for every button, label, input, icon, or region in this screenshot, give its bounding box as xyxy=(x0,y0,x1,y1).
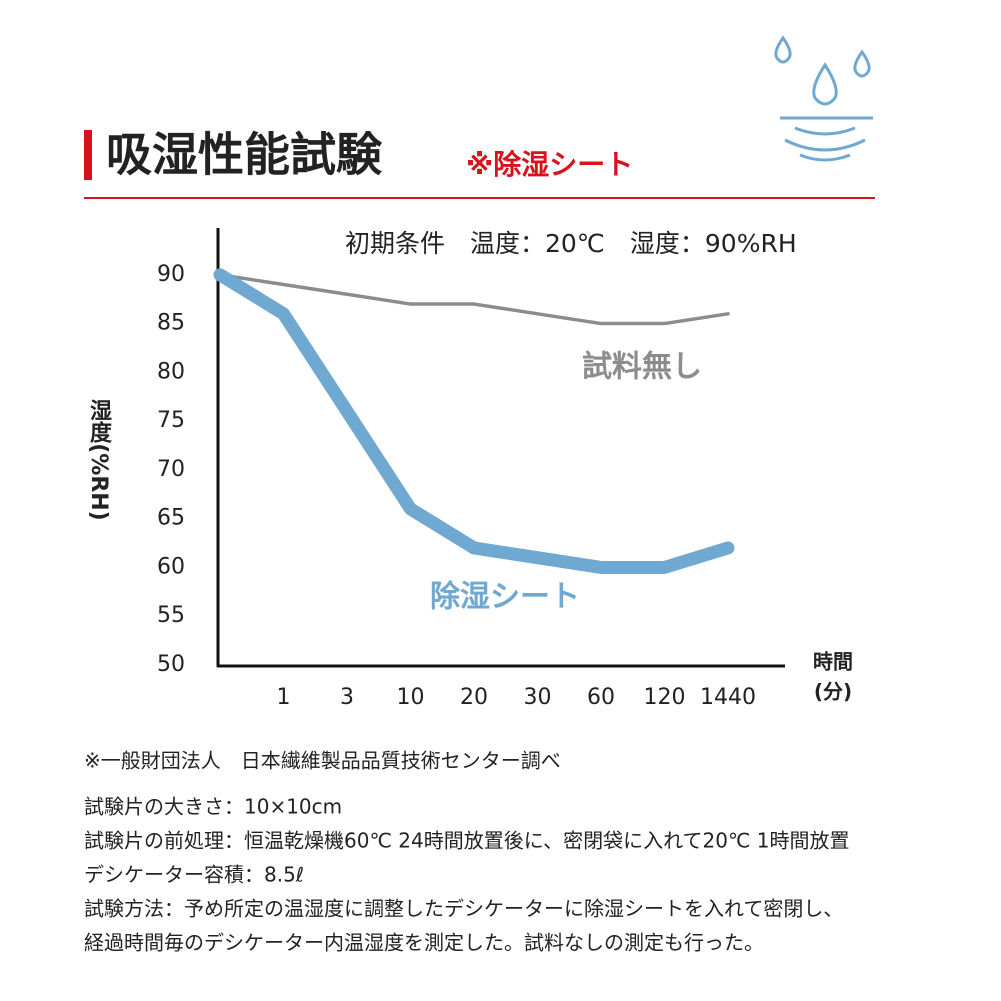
x-tick-label: 20 xyxy=(460,685,488,710)
y-tick-label: 90 xyxy=(157,262,185,287)
chart-subtitle: ※除湿シート xyxy=(466,148,633,181)
title-marker xyxy=(84,130,92,180)
y-axis-label: 湿度(%RH) xyxy=(86,399,112,521)
y-tick-label: 50 xyxy=(157,652,185,677)
x-axis-label: (分) xyxy=(814,680,852,704)
y-tick-label: 55 xyxy=(157,603,185,628)
note: 経過時間毎のデシケーター内温湿度を測定した。試料なしの測定も行った。 xyxy=(84,931,764,955)
y-tick-label: 60 xyxy=(157,554,185,579)
y-tick-label: 70 xyxy=(157,457,185,482)
x-tick-label: 3 xyxy=(340,685,354,710)
note: 試験方法：予め所定の温湿度に調整したデシケーターに除湿シートを入れて密閉し、 xyxy=(84,897,843,921)
series-label: 試料無し xyxy=(582,350,702,385)
x-tick-label: 10 xyxy=(397,685,425,710)
note: デシケーター容積：8.5ℓ xyxy=(84,863,304,887)
note: 試験片の大きさ：10×10cm xyxy=(84,795,342,819)
series-label: 除湿シート xyxy=(430,580,580,615)
x-tick-label: 1440 xyxy=(700,685,756,710)
chart-title: 吸湿性能試験 xyxy=(106,128,383,182)
annotation: 初期条件 温度：20℃ 湿度：90%RH xyxy=(345,229,797,258)
series-line xyxy=(213,268,735,574)
y-tick-label: 80 xyxy=(157,359,185,384)
series-line xyxy=(218,273,730,326)
x-axis-label: 時間 xyxy=(813,650,853,674)
x-tick-label: 120 xyxy=(644,685,686,710)
x-tick-label: 1 xyxy=(277,685,291,710)
y-tick-label: 85 xyxy=(157,311,185,336)
x-tick-label: 60 xyxy=(587,685,615,710)
y-tick-label: 75 xyxy=(157,408,185,433)
x-tick-label: 30 xyxy=(524,685,552,710)
note: 試験片の前処理：恒温乾燥機60℃ 24時間放置後に、密閉袋に入れて20℃ 1時間… xyxy=(84,829,850,853)
note: ※一般財団法人 日本繊維製品品質技術センター調べ xyxy=(84,749,561,773)
water-icon xyxy=(774,35,873,162)
y-tick-label: 65 xyxy=(157,506,185,531)
